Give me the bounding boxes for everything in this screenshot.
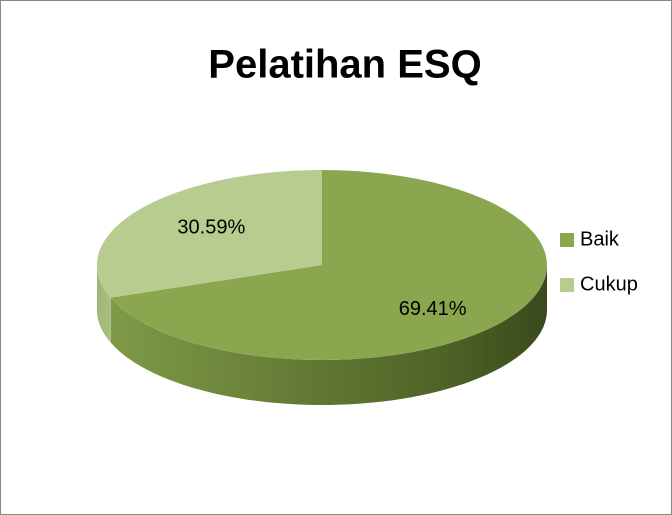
legend-label: Baik [580, 228, 620, 250]
chart-title: Pelatihan ESQ [208, 43, 481, 87]
legend-label: Cukup [580, 273, 638, 295]
data-label: 30.59% [177, 216, 245, 238]
legend-swatch [560, 278, 574, 292]
slice [97, 170, 322, 298]
data-label: 69.41% [399, 298, 467, 320]
slice-side [110, 265, 547, 405]
slice-side [97, 265, 111, 343]
legend-swatch [560, 233, 574, 247]
slice [110, 170, 547, 360]
